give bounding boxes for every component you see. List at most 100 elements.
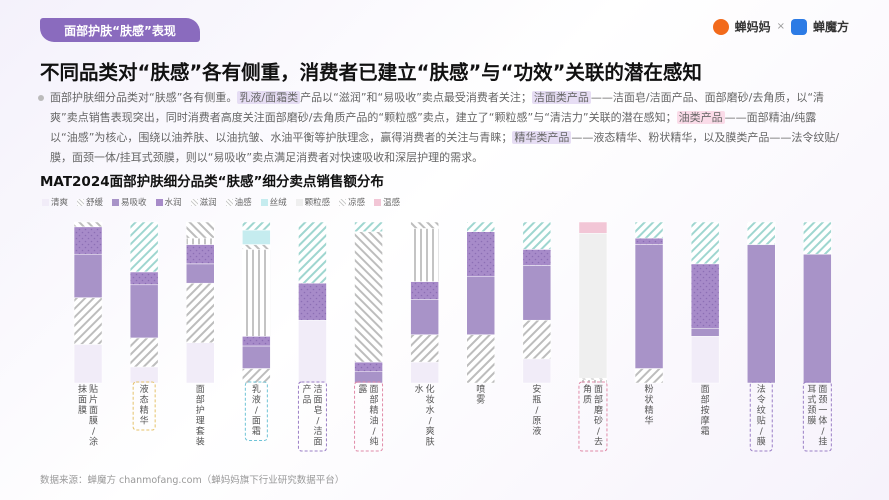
category-label-char: 装	[196, 436, 205, 448]
bar-segment	[522, 249, 552, 266]
category-label-char: 水	[415, 383, 424, 395]
bar-segment	[410, 299, 439, 335]
category-label-char: 挂	[818, 436, 827, 448]
legend-swatch	[112, 198, 120, 206]
category-label-char: 精	[370, 404, 379, 416]
bar-segment	[129, 337, 159, 368]
bar-segment	[634, 244, 664, 369]
bar-segment	[522, 221, 552, 250]
category-highlight-box	[578, 381, 608, 452]
category-label-char: 角	[583, 383, 592, 395]
category-label-char: 面	[370, 384, 379, 395]
bar-segment	[410, 361, 439, 384]
bar-segment	[747, 244, 776, 384]
bar-segment	[129, 221, 159, 273]
page-headline: 不同品类对“肤感”各有侧重，消费者已建立“肤感”与“功效”关联的潜在感知	[40, 61, 702, 84]
legend-label: 丝绒	[269, 198, 287, 208]
brand-left-label: 蝉妈妈	[734, 20, 771, 34]
category-label: 液态精华	[140, 383, 149, 427]
category-label: 安瓶/原液	[532, 383, 541, 437]
category-label-char: 皂	[313, 404, 322, 416]
bar-segment	[354, 371, 383, 384]
bar-segment	[410, 228, 439, 282]
category-label-char: 部	[370, 394, 379, 406]
category-label: 乳液/面霜	[252, 383, 261, 437]
category-label-char: 面	[818, 384, 827, 395]
category-label-char: 涂	[89, 436, 98, 448]
category-label-char: 华	[140, 415, 149, 427]
category-label-char: 纯	[370, 436, 379, 448]
category-label-char: 令	[757, 394, 766, 406]
bar-segment	[129, 284, 159, 339]
bar-segment	[186, 282, 215, 343]
legend-item: 舒缓	[77, 196, 103, 208]
bar-segment	[73, 253, 103, 298]
bar-segment	[73, 226, 103, 255]
bar-segment	[242, 368, 271, 384]
category-label-char: 耳	[807, 384, 816, 395]
category-label-char: 贴	[757, 415, 766, 427]
legend-item: 丝绒	[260, 196, 287, 208]
bar-segment	[522, 319, 552, 360]
bar-segment	[298, 282, 327, 321]
brand-logos: 蝉妈妈 × 蝉魔方	[712, 18, 849, 35]
chart-legend: 清爽 舒缓 易吸收 水润 滋润 油感 丝绒 颗粒感 凉感 温感	[42, 196, 400, 208]
bar-segment	[186, 237, 215, 245]
legend-swatch	[260, 198, 268, 206]
category-label-char: /	[373, 427, 377, 437]
desc-part-2: 产品以“滋润”和“易吸收”卖点最受消费者关注；	[300, 91, 532, 104]
bar-segment	[186, 244, 215, 265]
category-highlight-box	[297, 381, 327, 452]
category-highlight-box	[749, 381, 773, 452]
bar-segment	[298, 319, 327, 384]
legend-item: 凉感	[339, 196, 365, 208]
legend-label: 温感	[383, 198, 401, 208]
bullet-icon	[38, 95, 44, 101]
category-label-char: 面	[196, 384, 205, 395]
bar-segment	[242, 244, 271, 250]
category-label-char: 面	[313, 437, 322, 448]
category-label: 粉状精华	[645, 383, 654, 427]
category-label-char: 妆	[426, 394, 435, 406]
category-label-char: 油	[370, 415, 379, 427]
category-label-char: 去	[594, 436, 603, 448]
bar-segment	[410, 334, 439, 363]
category-label-char: 理	[196, 416, 205, 427]
bar-segment	[634, 368, 664, 384]
category-label-char: 膜	[757, 437, 766, 448]
desc-highlight-1: 乳液/面霜类	[237, 91, 301, 104]
category-label-char: 洁	[313, 425, 322, 437]
category-label-char: 液	[252, 394, 261, 406]
category-label-char: 颈	[807, 405, 816, 416]
bar-segment	[578, 379, 608, 384]
category-label-char: 瓶	[532, 394, 541, 406]
category-label-char: 膜	[807, 416, 816, 427]
category-label-char: /	[760, 427, 764, 437]
category-label-char: /	[429, 417, 433, 427]
category-label-char: 状	[645, 394, 654, 406]
bar-segment	[186, 221, 215, 239]
category-label: 化妆水/爽肤水	[415, 383, 435, 448]
category-label-char: 护	[196, 404, 205, 416]
bar-segment	[522, 358, 552, 384]
category-label-char: 砂	[594, 415, 603, 427]
desc-highlight-3: 油类产品	[676, 111, 725, 124]
bar-segment	[466, 221, 495, 232]
bar-segment	[242, 229, 271, 245]
legend-label: 滋润	[199, 198, 217, 208]
category-highlight-box	[802, 381, 832, 452]
bar-segment	[466, 334, 495, 384]
bar-segment	[186, 263, 215, 284]
category-label-char: /	[821, 427, 825, 437]
category-label-char: 面	[89, 405, 98, 416]
legend-label: 水润	[164, 198, 182, 208]
category-label-char: 液	[140, 383, 149, 395]
section-tag: 面部护肤“肤感”表现	[40, 18, 200, 42]
category-label-char: 精	[645, 404, 654, 416]
brand-separator: ×	[776, 21, 785, 32]
bar-segment	[354, 231, 383, 363]
chanmama-logo-icon	[712, 18, 729, 35]
description-paragraph: 面部护肤细分品类对“肤感”各有侧重。 乳液/面霜类 产品以“滋润”和“易吸收”卖点最…	[38, 88, 840, 168]
category-label-char: 体	[818, 415, 827, 427]
